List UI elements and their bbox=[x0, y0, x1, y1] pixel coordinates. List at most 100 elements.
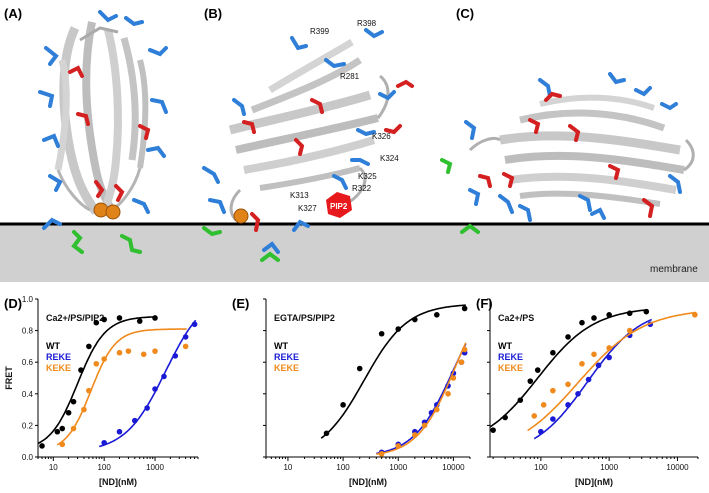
data-point-wt bbox=[461, 305, 468, 312]
y-tick-label: 0.4 bbox=[22, 390, 34, 399]
data-point-keke bbox=[606, 345, 612, 351]
data-point-wt bbox=[643, 308, 650, 315]
fit-curve-wt bbox=[489, 308, 648, 428]
residue-sticks-a bbox=[38, 10, 168, 254]
data-point-keke bbox=[81, 406, 87, 413]
residue-sticks-b bbox=[202, 28, 414, 262]
panel-letter-b: (B) bbox=[204, 6, 222, 21]
data-point-reke bbox=[575, 391, 581, 397]
residue-label-r398: R398 bbox=[357, 19, 377, 28]
data-point-reke bbox=[538, 428, 544, 435]
data-point-wt bbox=[93, 319, 100, 326]
data-point-wt bbox=[527, 378, 534, 384]
data-point-keke bbox=[152, 348, 158, 354]
data-point-keke bbox=[86, 387, 92, 394]
data-point-wt bbox=[517, 397, 524, 403]
data-point-wt bbox=[323, 430, 330, 437]
condition-label: EGTA/PS/PIP2 bbox=[274, 313, 335, 323]
data-point-wt bbox=[54, 428, 61, 435]
data-point-keke bbox=[378, 451, 385, 457]
data-point-wt bbox=[550, 349, 556, 356]
legend-entry-wt: WT bbox=[498, 341, 512, 351]
data-point-keke bbox=[550, 387, 556, 394]
data-point-wt bbox=[412, 316, 418, 323]
data-point-wt bbox=[395, 326, 402, 332]
legend-entry-reke: REKE bbox=[498, 352, 523, 362]
data-point-keke bbox=[458, 359, 465, 366]
x-tick-label: 10 bbox=[283, 463, 292, 472]
data-point-wt bbox=[433, 312, 440, 318]
calcium-ion-icon bbox=[233, 208, 249, 224]
panel-letter: (E) bbox=[232, 296, 249, 311]
data-point-reke bbox=[565, 402, 571, 408]
condition-label: Ca2+/PS/PIP2 bbox=[46, 313, 104, 323]
data-point-wt bbox=[378, 330, 385, 337]
data-point-wt bbox=[591, 315, 597, 321]
x-tick-label: 1000 bbox=[146, 463, 164, 472]
legend-entry-reke: REKE bbox=[274, 352, 299, 362]
data-point-keke bbox=[565, 381, 571, 388]
data-point-wt bbox=[152, 315, 158, 321]
data-point-keke bbox=[461, 346, 468, 353]
residue-label-r322: R322 bbox=[352, 184, 372, 193]
data-point-wt bbox=[101, 316, 107, 323]
panel-letter: (F) bbox=[476, 296, 493, 311]
data-point-keke bbox=[93, 360, 100, 367]
data-point-reke bbox=[585, 376, 592, 383]
y-axis-title: FRET bbox=[4, 366, 14, 390]
x-tick-label: 100 bbox=[336, 463, 350, 472]
x-tick-label: 100 bbox=[97, 463, 111, 472]
data-point-reke bbox=[116, 428, 123, 435]
data-point-wt bbox=[136, 318, 143, 324]
data-point-wt bbox=[565, 334, 571, 340]
data-point-wt bbox=[340, 402, 346, 408]
residue-label-k324: K324 bbox=[380, 154, 399, 163]
x-tick-label: 10 bbox=[49, 463, 58, 472]
x-tick-label: 10000 bbox=[666, 463, 689, 472]
membrane-label: membrane bbox=[650, 264, 698, 275]
y-tick-label: 0.6 bbox=[22, 358, 34, 367]
data-point-keke bbox=[182, 343, 189, 350]
data-point-keke bbox=[70, 425, 77, 432]
legend-entry-wt: WT bbox=[46, 341, 60, 351]
data-point-wt bbox=[356, 365, 363, 372]
membrane-area bbox=[0, 224, 709, 282]
chart-panel-e: (E) 10 100 1000 10000 [ND](nM) EGTA/PS/PIP2 WTR… bbox=[232, 296, 471, 487]
data-point-keke bbox=[531, 413, 538, 419]
legend-entry-keke: KEKE bbox=[498, 363, 523, 373]
data-point-keke bbox=[421, 422, 428, 429]
data-point-reke bbox=[131, 417, 138, 424]
data-point-reke bbox=[550, 416, 556, 422]
protein-ribbon-icon bbox=[54, 21, 149, 215]
protein-ribbon-icon bbox=[468, 94, 695, 207]
data-point-keke bbox=[591, 351, 597, 358]
residue-label-k326: K326 bbox=[372, 132, 391, 141]
residue-label-k313: K313 bbox=[290, 191, 309, 200]
fit-curve-reke bbox=[99, 319, 197, 448]
data-point-wt bbox=[59, 425, 66, 432]
data-point-keke bbox=[125, 348, 132, 354]
data-point-reke bbox=[182, 334, 189, 340]
data-point-reke bbox=[595, 362, 602, 369]
data-point-keke bbox=[433, 406, 440, 413]
residue-label-r281: R281 bbox=[340, 72, 360, 81]
residue-label-k325: K325 bbox=[358, 172, 377, 181]
y-tick-label: 0.2 bbox=[22, 421, 34, 430]
legend-entry-reke: REKE bbox=[46, 352, 71, 362]
data-point-wt bbox=[626, 310, 633, 317]
residue-label-r399: R399 bbox=[310, 27, 330, 36]
data-point-keke bbox=[412, 432, 418, 438]
data-point-wt bbox=[86, 343, 92, 350]
legend-entry-wt: WT bbox=[274, 341, 288, 351]
data-point-wt bbox=[502, 414, 508, 421]
pip2-hexagon-icon: PIP2 bbox=[326, 192, 352, 218]
data-point-keke bbox=[59, 441, 66, 448]
x-tick-label: 100 bbox=[534, 463, 548, 472]
data-point-reke bbox=[172, 353, 179, 359]
fit-curve-keke bbox=[56, 328, 187, 446]
chart-panel-d: (D) 0.0 0.2 0.4 0.6 0.8 1.0 10 100 1000 [ND](nM) FR… bbox=[4, 295, 199, 487]
pip2-label: PIP2 bbox=[330, 202, 348, 211]
panel-letter: (D) bbox=[4, 296, 22, 311]
data-point-keke bbox=[395, 443, 402, 449]
